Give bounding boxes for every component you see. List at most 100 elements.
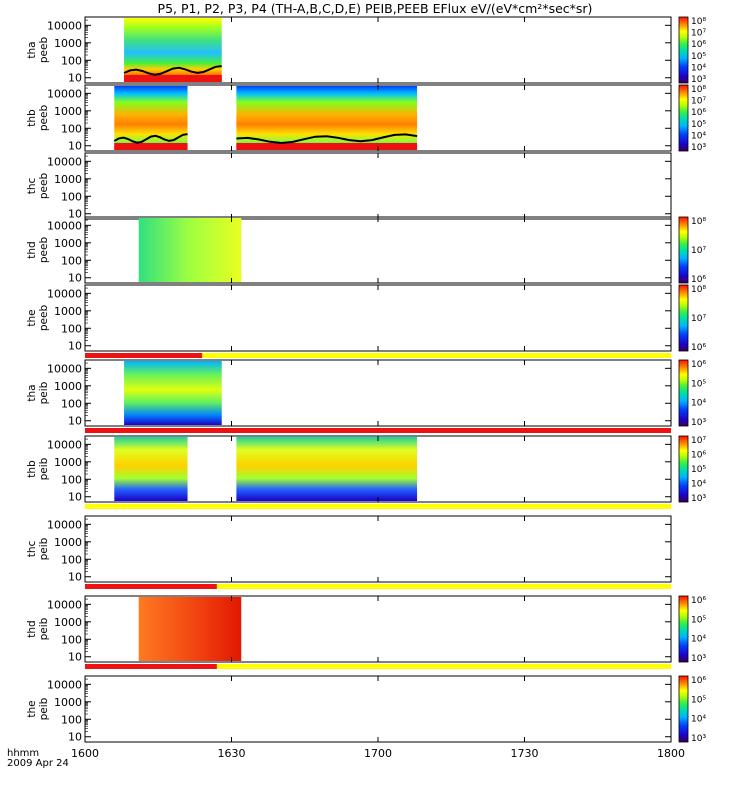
mode-flag-red [85, 664, 217, 669]
colorbar-label: 10⁶ [691, 40, 706, 50]
low-energy-band [114, 143, 188, 150]
y-label-probe: thc [26, 541, 38, 558]
colorbar-label: 10⁴ [691, 635, 706, 645]
colorbar-label: 10⁸ [691, 217, 706, 227]
panel-tha-peib: 10 100 1000 10000 tha peib 10⁶ 10⁵ 10⁴ 10³ [26, 359, 706, 433]
x-tick-label: 1600 [71, 747, 99, 760]
y-tick-label: 10 [68, 571, 82, 584]
y-tick-label: 1000 [54, 380, 82, 393]
y-tick-label: 10 [68, 208, 82, 221]
x-tick-label: 1630 [218, 747, 246, 760]
colorbar-label: 10⁵ [691, 120, 706, 130]
colorbar-label: 10⁶ [691, 108, 706, 118]
colorbar-label: 10³ [691, 654, 706, 664]
footer-date-label: 2009 Apr 24 [7, 758, 69, 769]
colorbar [678, 16, 689, 84]
spectrogram-block [236, 86, 418, 150]
panel-frame [84, 515, 672, 583]
y-tick-label: 100 [61, 254, 82, 267]
y-label-product: peib [38, 537, 50, 560]
y-label-product: peeb [38, 305, 50, 332]
panel-the-peeb: 10 100 1000 10000 the peeb 10⁸ 10⁷ 10⁶ [26, 284, 706, 358]
x-tick-label: 1700 [364, 747, 392, 760]
colorbar-label: 10⁶ [691, 343, 706, 353]
spacecraft-potential-trace [123, 65, 222, 76]
panel-the-peib: 10 100 1000 10000 the peib 10⁶ 10⁵ 10⁴ 10³ [26, 675, 706, 744]
mode-flag-yellow [202, 353, 671, 358]
colorbar-label: 10³ [691, 734, 706, 744]
colorbar [678, 359, 689, 427]
colorbar-label: 10⁶ [691, 451, 706, 461]
y-tick-label: 1000 [54, 696, 82, 709]
colorbar-label: 10⁴ [691, 715, 706, 725]
y-tick-label: 100 [61, 322, 82, 335]
y-tick-label: 10000 [47, 438, 82, 451]
spectrogram-block [114, 437, 188, 501]
y-tick-label: 10000 [47, 287, 82, 300]
colorbar-label: 10⁴ [691, 63, 706, 73]
y-tick-label: 1000 [54, 37, 82, 50]
y-tick-label: 100 [61, 473, 82, 486]
y-label-product: peeb [38, 173, 50, 200]
y-tick-label: 100 [61, 397, 82, 410]
figure-title: P5, P1, P2, P3, P4 (TH-A,B,C,D,E) PEIB,P… [158, 1, 593, 16]
y-tick-label: 1000 [54, 616, 82, 629]
mode-flag-red [85, 584, 217, 589]
spacecraft-potential-trace [236, 133, 418, 145]
y-tick-label: 1000 [54, 536, 82, 549]
colorbar-label: 10⁶ [691, 360, 706, 370]
y-label-product: peib [38, 617, 50, 640]
mode-flag-red [85, 353, 203, 358]
y-tick-label: 1000 [54, 305, 82, 318]
panel-frame [84, 675, 672, 743]
low-energy-band [124, 75, 222, 82]
colorbar-label: 10³ [691, 75, 706, 85]
colorbar-label: 10⁵ [691, 615, 706, 625]
spacecraft-potential-trace [113, 133, 188, 144]
colorbar-label: 10⁵ [691, 52, 706, 62]
mode-flag-yellow [85, 504, 671, 509]
mode-flag-yellow [216, 664, 671, 669]
y-label-product: peib [38, 457, 50, 480]
spectrogram-block [236, 437, 418, 501]
y-tick-label: 10 [68, 491, 82, 504]
panel-thd-peib: 10 100 1000 10000 thd peib 10⁶ 10⁵ 10⁴ 10³ [26, 595, 706, 669]
x-tick-label: 1730 [511, 747, 539, 760]
spectrogram-block [124, 18, 222, 82]
y-tick-label: 10 [68, 140, 82, 153]
y-tick-label: 10 [68, 651, 82, 664]
y-label-product: peeb [38, 237, 50, 264]
y-label-probe: the [26, 309, 38, 326]
spectrogram-block [124, 361, 222, 425]
colorbar-label: 10⁷ [691, 436, 706, 446]
colorbar-label: 10⁷ [691, 29, 706, 39]
colorbar-label: 10⁷ [691, 97, 706, 107]
y-label-probe: thd [26, 620, 38, 637]
y-tick-label: 10000 [47, 19, 82, 32]
colorbar-label: 10⁷ [691, 246, 706, 256]
colorbar-label: 10³ [691, 494, 706, 504]
colorbar-label: 10⁵ [691, 465, 706, 475]
spectrogram-block [138, 597, 242, 661]
colorbar-label: 10⁸ [691, 17, 706, 27]
footer-unit-label: hhmm [7, 748, 39, 759]
y-tick-label: 10 [68, 272, 82, 285]
colorbar-label: 10⁴ [691, 131, 706, 141]
y-tick-label: 10000 [47, 155, 82, 168]
colorbar-label: 10⁵ [691, 379, 706, 389]
low-energy-band [236, 143, 418, 150]
y-label-probe: thb [26, 109, 38, 127]
spectrogram-block [114, 86, 188, 150]
panel-frame [84, 152, 672, 220]
colorbar [678, 675, 689, 743]
y-label-probe: tha [26, 384, 38, 401]
y-tick-label: 10000 [47, 219, 82, 232]
y-label-probe: the [26, 700, 38, 717]
colorbar-label: 10⁶ [691, 275, 706, 285]
y-label-product: peib [38, 697, 50, 720]
colorbar [678, 435, 689, 503]
y-tick-label: 100 [61, 633, 82, 646]
mode-flag-yellow [216, 584, 671, 589]
